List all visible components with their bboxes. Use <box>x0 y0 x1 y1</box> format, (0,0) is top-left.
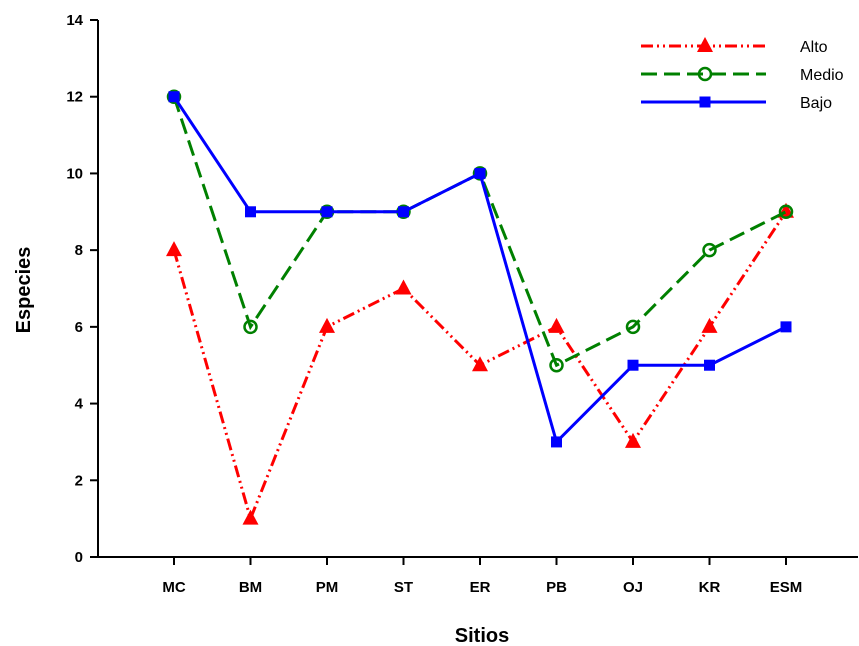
legend-bajo-label: Bajo <box>800 95 832 112</box>
y-tick-label: 2 <box>75 472 83 489</box>
series-medio-point <box>166 89 182 104</box>
series-bajo-point <box>398 206 409 218</box>
series-alto-point <box>242 509 259 525</box>
legend-medio-marker <box>697 66 713 82</box>
y-tick-label: 6 <box>75 319 83 336</box>
series-bajo-point <box>780 321 792 333</box>
y-tick-label: 4 <box>75 396 84 413</box>
x-tick-label: PB <box>546 579 567 596</box>
series-medio-line <box>172 96 787 368</box>
series-bajo-point <box>474 167 486 179</box>
y-tick-label: 12 <box>66 89 83 106</box>
series-alto-point <box>395 279 412 295</box>
x-tick-label: ST <box>394 579 413 596</box>
series-bajo-point <box>168 91 180 103</box>
series-alto-point <box>166 241 182 257</box>
series-layer <box>166 89 794 525</box>
y-tick-label: 0 <box>75 549 83 566</box>
series-medio-point <box>702 242 717 258</box>
series-bajo-point <box>245 206 256 218</box>
x-tick-label: OJ <box>623 579 643 596</box>
axes: 0 2 4 6 8 10 12 14 MC BM PM ST ER PB OJ KR ESM <box>66 12 858 596</box>
y-tick-label: 10 <box>66 165 83 182</box>
series-alto-point <box>701 317 718 333</box>
x-axis-title: Sitios <box>455 625 509 646</box>
x-tick-label: ER <box>470 579 491 596</box>
legend-alto-marker <box>697 37 713 52</box>
legend-medio-label: Medio <box>800 67 844 84</box>
y-axis-title: Especies <box>13 247 35 334</box>
x-tick-label: PM <box>316 579 339 596</box>
series-medio-point <box>472 166 488 181</box>
series-bajo-point <box>704 359 715 371</box>
series-medio <box>166 89 794 373</box>
series-medio-point <box>625 319 641 335</box>
y-tick-label: 14 <box>66 12 83 29</box>
x-tick-label: ESM <box>770 579 803 596</box>
series-alto <box>166 202 794 525</box>
series-bajo-point <box>627 359 639 371</box>
series-bajo-point <box>321 206 333 218</box>
series-alto-point <box>472 356 488 372</box>
legend: Alto Medio Bajo <box>641 37 844 112</box>
x-tick-label: KR <box>699 579 721 596</box>
series-medio-point <box>549 357 564 373</box>
series-alto-point <box>548 317 565 333</box>
series-bajo-point <box>551 436 562 448</box>
series-alto-point <box>625 432 641 448</box>
series-alto-point <box>319 317 335 333</box>
x-tick-label: MC <box>162 579 185 596</box>
x-tick-label: BM <box>239 579 262 596</box>
series-bajo-line <box>172 95 787 445</box>
y-tick-label: 8 <box>75 242 83 259</box>
series-bajo <box>168 91 792 448</box>
series-medio-point <box>243 319 258 335</box>
series-medio-point <box>778 204 794 220</box>
legend-alto-label: Alto <box>800 39 828 56</box>
legend-bajo-marker <box>699 96 711 108</box>
